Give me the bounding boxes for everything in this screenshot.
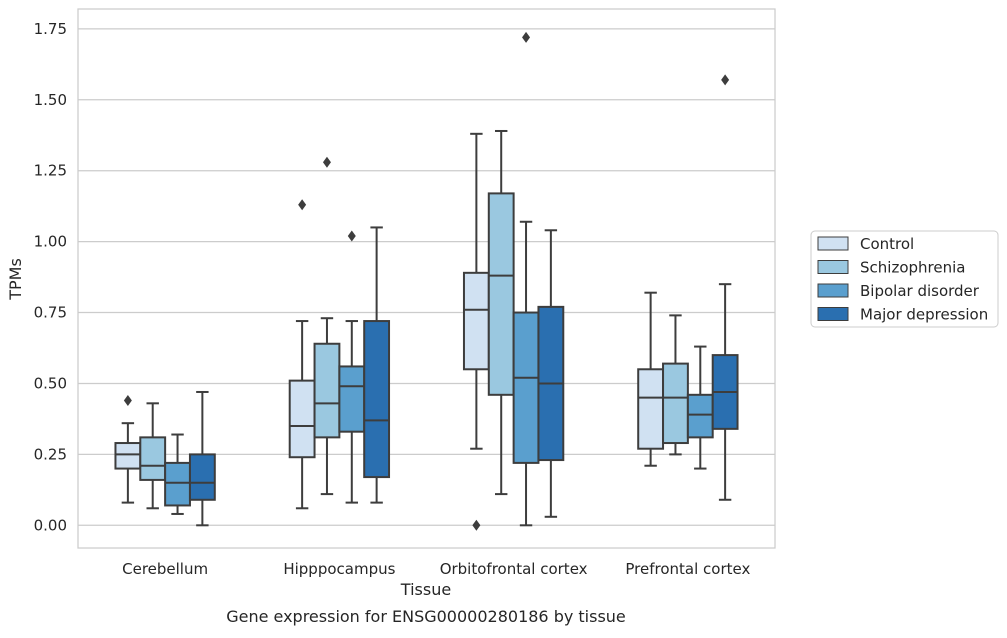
box-body bbox=[139, 436, 167, 481]
y-tick-label: 1.25 bbox=[34, 162, 67, 180]
outlier-point bbox=[721, 74, 730, 86]
box-body bbox=[637, 368, 665, 450]
y-tick-label: 0.25 bbox=[34, 445, 67, 463]
outlier-point bbox=[123, 394, 132, 406]
box-groups bbox=[114, 31, 739, 531]
legend-swatch bbox=[817, 236, 849, 251]
legend-swatch bbox=[817, 307, 849, 321]
outlier-point bbox=[522, 31, 531, 43]
outlier-point bbox=[322, 156, 331, 168]
box-body bbox=[686, 393, 714, 439]
y-axis-label: TPMs bbox=[6, 258, 25, 301]
box-2-2 bbox=[512, 31, 540, 527]
x-tick-label: Prefrontal cortex bbox=[625, 560, 750, 578]
outlier-point bbox=[472, 519, 481, 531]
box-body bbox=[313, 342, 341, 439]
box-0-3 bbox=[188, 390, 216, 527]
legend-label: Control bbox=[860, 235, 914, 253]
x-tick-label: Orbitofrontal cortex bbox=[440, 560, 588, 578]
outlier-point bbox=[298, 199, 307, 211]
box-2-1 bbox=[487, 129, 515, 496]
chart-caption: Gene expression for ENSG00000280186 by t… bbox=[226, 607, 626, 626]
legend-swatch bbox=[817, 283, 849, 298]
box-body bbox=[114, 442, 142, 470]
box-1-3 bbox=[363, 226, 391, 504]
y-tick-label: 1.50 bbox=[34, 91, 67, 109]
box-body bbox=[462, 271, 490, 371]
x-tick-labels: Cerebellum Hipppocampus Orbitofrontal cort… bbox=[122, 560, 750, 578]
y-tick-labels: 0.00 0.25 0.50 0.75 1.00 1.25 1.50 1.75 bbox=[34, 20, 67, 534]
box-1-0 bbox=[288, 199, 316, 510]
legend-label: Schizophrenia bbox=[860, 259, 965, 277]
outlier-point bbox=[347, 230, 356, 242]
box-body bbox=[338, 365, 366, 433]
legend-label: Major depression bbox=[860, 306, 988, 324]
box-2-0 bbox=[462, 132, 490, 531]
box-3-2 bbox=[686, 345, 714, 470]
plot-frame bbox=[77, 8, 776, 549]
y-tick-label: 0.75 bbox=[34, 304, 67, 322]
x-tick-label: Cerebellum bbox=[122, 560, 208, 578]
box-body bbox=[487, 192, 515, 396]
box-1-2 bbox=[338, 230, 366, 504]
legend-label: Bipolar disorder bbox=[860, 282, 980, 300]
box-0-0 bbox=[114, 394, 142, 504]
box-body bbox=[188, 453, 216, 501]
box-0-2 bbox=[164, 433, 191, 515]
box-body bbox=[662, 362, 689, 445]
box-0-1 bbox=[139, 402, 167, 510]
legend-swatch bbox=[817, 260, 849, 274]
box-body bbox=[512, 311, 540, 464]
y-tick-label: 0.00 bbox=[34, 516, 67, 534]
x-tick-label: Hipppocampus bbox=[283, 560, 395, 578]
x-axis-label: Tissue bbox=[400, 580, 451, 599]
box-3-0 bbox=[637, 291, 665, 467]
box-body bbox=[363, 320, 391, 479]
legend-frame bbox=[810, 230, 999, 328]
y-tick-label: 1.00 bbox=[34, 233, 67, 251]
legend: Control Schizophrenia Bipolar disorder Majo… bbox=[810, 230, 999, 328]
box-body bbox=[288, 379, 316, 459]
box-2-3 bbox=[537, 229, 565, 518]
box-3-3 bbox=[711, 74, 739, 501]
box-body bbox=[164, 461, 191, 507]
y-tick-label: 1.75 bbox=[34, 20, 67, 38]
y-tick-label: 0.50 bbox=[34, 374, 67, 392]
